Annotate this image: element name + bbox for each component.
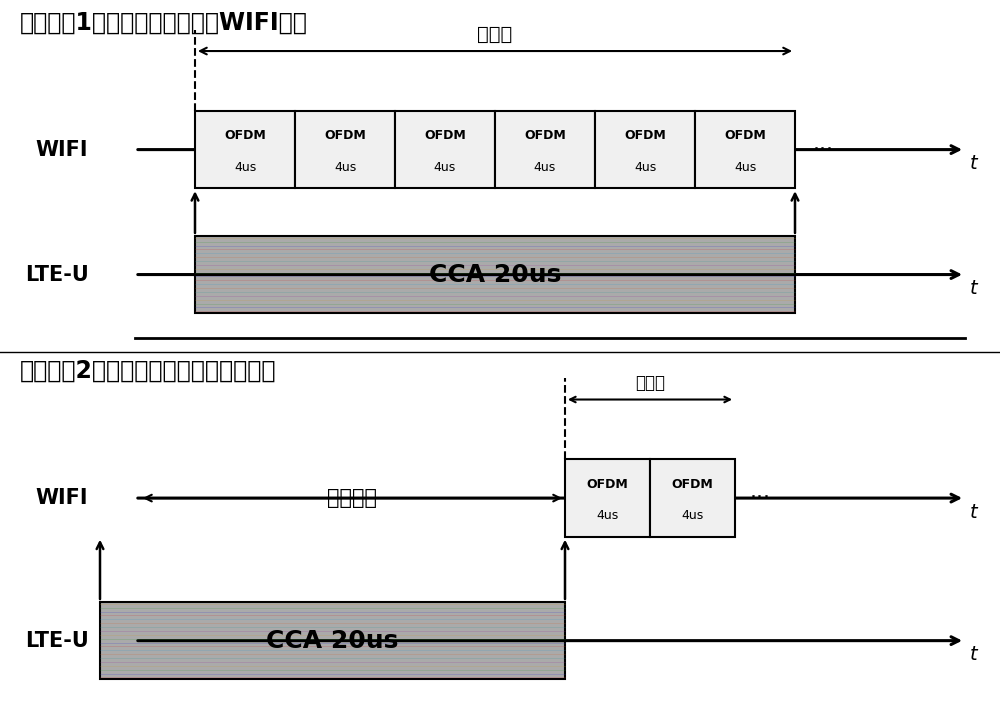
Text: OFDM: OFDM — [672, 477, 713, 491]
Bar — [495, 111, 595, 189]
Text: t: t — [970, 646, 978, 664]
Text: 4us: 4us — [734, 161, 756, 174]
Text: 信道忙: 信道忙 — [477, 25, 513, 44]
Text: 4us: 4us — [334, 161, 356, 174]
Text: 4us: 4us — [596, 509, 619, 522]
Text: t: t — [970, 279, 978, 298]
Text: CCA 20us: CCA 20us — [429, 263, 561, 287]
Text: OFDM: OFDM — [524, 129, 566, 142]
Text: ···: ··· — [813, 139, 834, 160]
Text: 4us: 4us — [534, 161, 556, 174]
Text: 信道忙: 信道忙 — [635, 375, 665, 393]
Text: OFDM: OFDM — [624, 129, 666, 142]
Bar — [595, 111, 695, 189]
Text: ···: ··· — [750, 488, 771, 508]
Text: OFDM: OFDM — [424, 129, 466, 142]
Text: WIFI: WIFI — [35, 488, 88, 508]
Text: 理想对齐1：采样窗口内总存在WIFI信号: 理想对齐1：采样窗口内总存在WIFI信号 — [20, 11, 308, 34]
Text: 4us: 4us — [234, 161, 256, 174]
Text: 4us: 4us — [434, 161, 456, 174]
Text: CCA 20us: CCA 20us — [266, 629, 399, 653]
Text: 信道空闲: 信道空闲 — [328, 488, 378, 508]
Bar — [195, 111, 295, 189]
Text: t: t — [970, 503, 978, 522]
Text: OFDM: OFDM — [724, 129, 766, 142]
Text: OFDM: OFDM — [324, 129, 366, 142]
Text: OFDM: OFDM — [587, 477, 628, 491]
Bar — [695, 111, 795, 189]
Text: 4us: 4us — [681, 509, 704, 522]
Text: LTE-U: LTE-U — [25, 265, 89, 284]
Bar — [650, 460, 735, 536]
Text: OFDM: OFDM — [224, 129, 266, 142]
Text: LTE-U: LTE-U — [25, 631, 89, 650]
Bar — [395, 111, 495, 189]
Text: WIFI: WIFI — [35, 139, 88, 160]
Bar — [565, 460, 650, 536]
Bar — [195, 236, 795, 313]
Bar — [100, 602, 565, 679]
Text: t: t — [970, 154, 978, 173]
Text: 理想对齐2：采样窗口内只存在噪声信号: 理想对齐2：采样窗口内只存在噪声信号 — [20, 359, 276, 383]
Text: 4us: 4us — [634, 161, 656, 174]
Bar — [295, 111, 395, 189]
